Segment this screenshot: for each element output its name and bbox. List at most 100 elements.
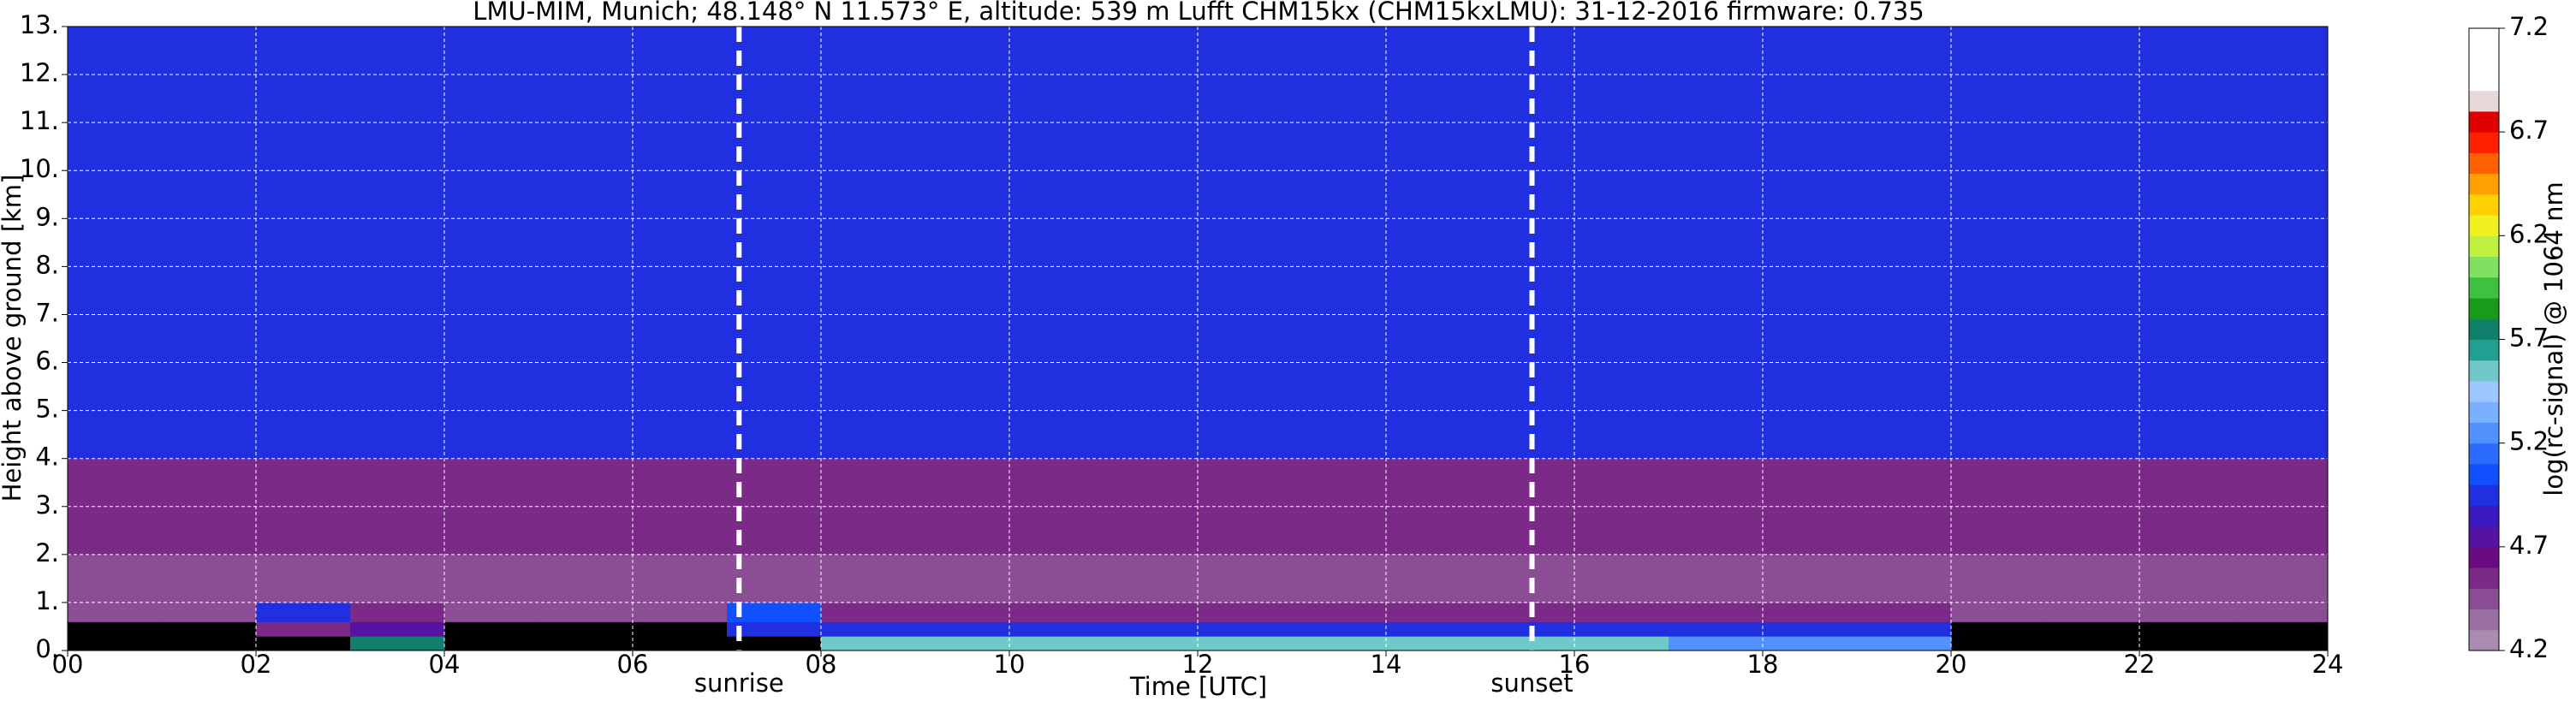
- x-tick-label: 22: [2124, 650, 2156, 679]
- heatmap-cell: [915, 621, 1010, 637]
- heatmap-cell: [2234, 602, 2329, 622]
- heatmap-cell: [1669, 602, 1764, 622]
- heatmap-cell: [1292, 27, 1387, 460]
- y-tick-label: 9.: [35, 202, 59, 231]
- heatmap-cell: [2045, 27, 2140, 460]
- colorbar-tick-label: 5.7: [2509, 324, 2549, 353]
- colorbar-segment: [2469, 546, 2499, 568]
- colorbar-segment: [2469, 69, 2499, 92]
- heatmap-cell: [1763, 27, 1858, 460]
- colorbar-segment: [2469, 401, 2499, 423]
- colorbar-segment: [2469, 484, 2499, 506]
- y-tick-label: 13.: [20, 10, 59, 39]
- heatmap-cell: [821, 554, 916, 603]
- heatmap-cell: [1104, 602, 1199, 622]
- heatmap-cell: [1763, 621, 1858, 637]
- heatmap-cell: [1480, 621, 1575, 637]
- heatmap-cell: [633, 27, 728, 460]
- x-tick-label: 06: [617, 650, 649, 679]
- colorbar-tick-label: 4.7: [2509, 531, 2549, 560]
- colorbar-segment: [2469, 215, 2499, 236]
- heatmap-cell: [1104, 27, 1199, 460]
- y-tick-label: 11.: [20, 106, 59, 135]
- heatmap-cell: [538, 602, 634, 622]
- heatmap-cell: [1574, 554, 1669, 603]
- colorbar-segment: [2469, 235, 2499, 258]
- colorbar-tick-label: 4.2: [2509, 634, 2549, 663]
- colorbar-segment: [2469, 110, 2499, 133]
- heatmap-cell: [1198, 621, 1293, 637]
- heatmap-cell: [1763, 636, 1858, 651]
- heatmap-cell: [1574, 621, 1669, 637]
- colorbar-segment: [2469, 193, 2499, 216]
- x-tick-label: 18: [1747, 650, 1779, 679]
- heatmap-cell: [821, 636, 916, 651]
- colorbar-segment: [2469, 567, 2499, 589]
- heatmap-cell: [1951, 554, 2046, 603]
- heatmap-cell: [1574, 602, 1669, 622]
- heatmap-cell: [1198, 27, 1293, 460]
- x-tick-label: 04: [429, 650, 461, 679]
- heatmap-cell: [1386, 554, 1481, 603]
- heatmap-cell: [915, 602, 1010, 622]
- heatmap-cell: [1857, 636, 1952, 651]
- colorbar-segment: [2469, 49, 2499, 70]
- colorbar-tick-label: 5.2: [2509, 427, 2549, 456]
- colorbar-label: log(rc-signal) @ 1064 nm: [2539, 181, 2568, 496]
- colorbar-segment: [2469, 298, 2499, 319]
- heatmap-cell: [1292, 636, 1387, 651]
- heatmap-cell: [1763, 602, 1858, 622]
- colorbar-tick-label: 7.2: [2509, 12, 2549, 41]
- heatmap-cell: [1386, 602, 1481, 622]
- heatmap-cell: [633, 554, 728, 603]
- heatmap-cell: [1480, 636, 1575, 651]
- heatmap-cell: [350, 636, 445, 651]
- colorbar-segment: [2469, 526, 2499, 548]
- heatmap-cell: [444, 602, 539, 622]
- heatmap-cell: [821, 602, 916, 622]
- heatmap-cell: [256, 27, 351, 460]
- heatmap-cell: [2139, 27, 2234, 460]
- heatmap-cell: [1574, 27, 1669, 460]
- annotation-label: sunset: [1490, 668, 1573, 698]
- y-tick-label: 2.: [35, 538, 59, 567]
- heatmap-cell: [1574, 636, 1669, 651]
- heatmap-cell: [350, 27, 445, 460]
- colorbar-tick-label: 6.2: [2509, 219, 2549, 248]
- x-tick-label: 08: [806, 650, 837, 679]
- colorbar-segment: [2469, 173, 2499, 195]
- heatmap-cell: [1669, 636, 1764, 651]
- heatmap-cell: [1857, 621, 1952, 637]
- heatmap-cell: [1009, 27, 1104, 460]
- y-tick-label: 0.: [35, 634, 59, 663]
- heatmap-cell: [162, 602, 257, 622]
- y-axis-label: Height above ground [km]: [0, 175, 27, 502]
- heatmap-cell: [1386, 621, 1481, 637]
- heatmap-cell: [727, 621, 822, 637]
- heatmap-cell: [68, 554, 163, 603]
- heatmap-cell: [915, 554, 1010, 603]
- y-tick-label: 5.: [35, 395, 59, 424]
- colorbar-segment: [2469, 609, 2499, 631]
- heatmap-cell: [727, 27, 822, 460]
- heatmap-cell: [256, 621, 351, 637]
- heatmap-cell: [727, 554, 822, 603]
- heatmap-cell: [1951, 602, 2046, 622]
- heatmap-cell: [2139, 602, 2234, 622]
- y-tick-label: 4.: [35, 443, 59, 472]
- y-tick-label: 6.: [35, 347, 59, 376]
- heatmap-cell: [1857, 602, 1952, 622]
- heatmap-cell: [1009, 554, 1104, 603]
- x-axis-label: Time [UTC]: [1129, 672, 1267, 701]
- heatmap-cell: [821, 621, 916, 637]
- heatmap-cell: [350, 554, 445, 603]
- colorbar-segment: [2469, 256, 2499, 278]
- heatmap-cell: [1198, 602, 1293, 622]
- heatmap-cell: [1198, 554, 1293, 603]
- heatmap-cell: [1669, 27, 1764, 460]
- heatmap-cell: [1857, 554, 1952, 603]
- heatmap-cell: [2234, 554, 2329, 603]
- x-tick-label: 12: [1182, 650, 1214, 679]
- annotation-label: sunrise: [694, 668, 784, 698]
